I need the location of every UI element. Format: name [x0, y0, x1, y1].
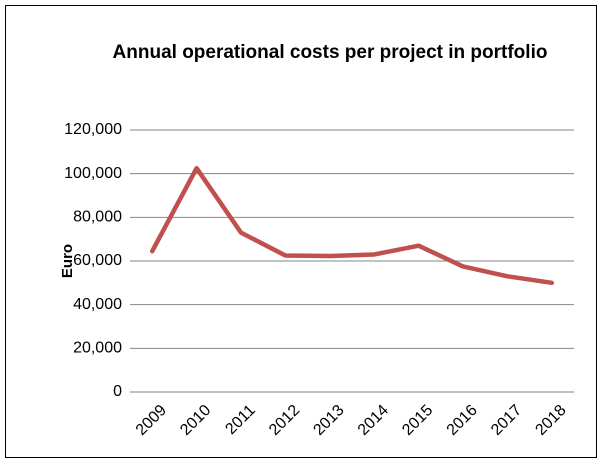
y-tick-label: 120,000	[64, 121, 122, 138]
data-line	[149, 165, 555, 286]
chart-border	[5, 5, 597, 458]
chart-title: Annual operational costs per project in …	[112, 42, 548, 63]
y-tick-label: 100,000	[64, 165, 122, 182]
y-axis-label: Euro	[59, 244, 76, 278]
y-tick-label: 20,000	[73, 340, 122, 357]
y-tick-label: 40,000	[73, 296, 122, 313]
y-tick-label: 60,000	[73, 252, 122, 269]
y-tick-label: 80,000	[73, 209, 122, 226]
y-tick-label: 0	[113, 383, 122, 400]
